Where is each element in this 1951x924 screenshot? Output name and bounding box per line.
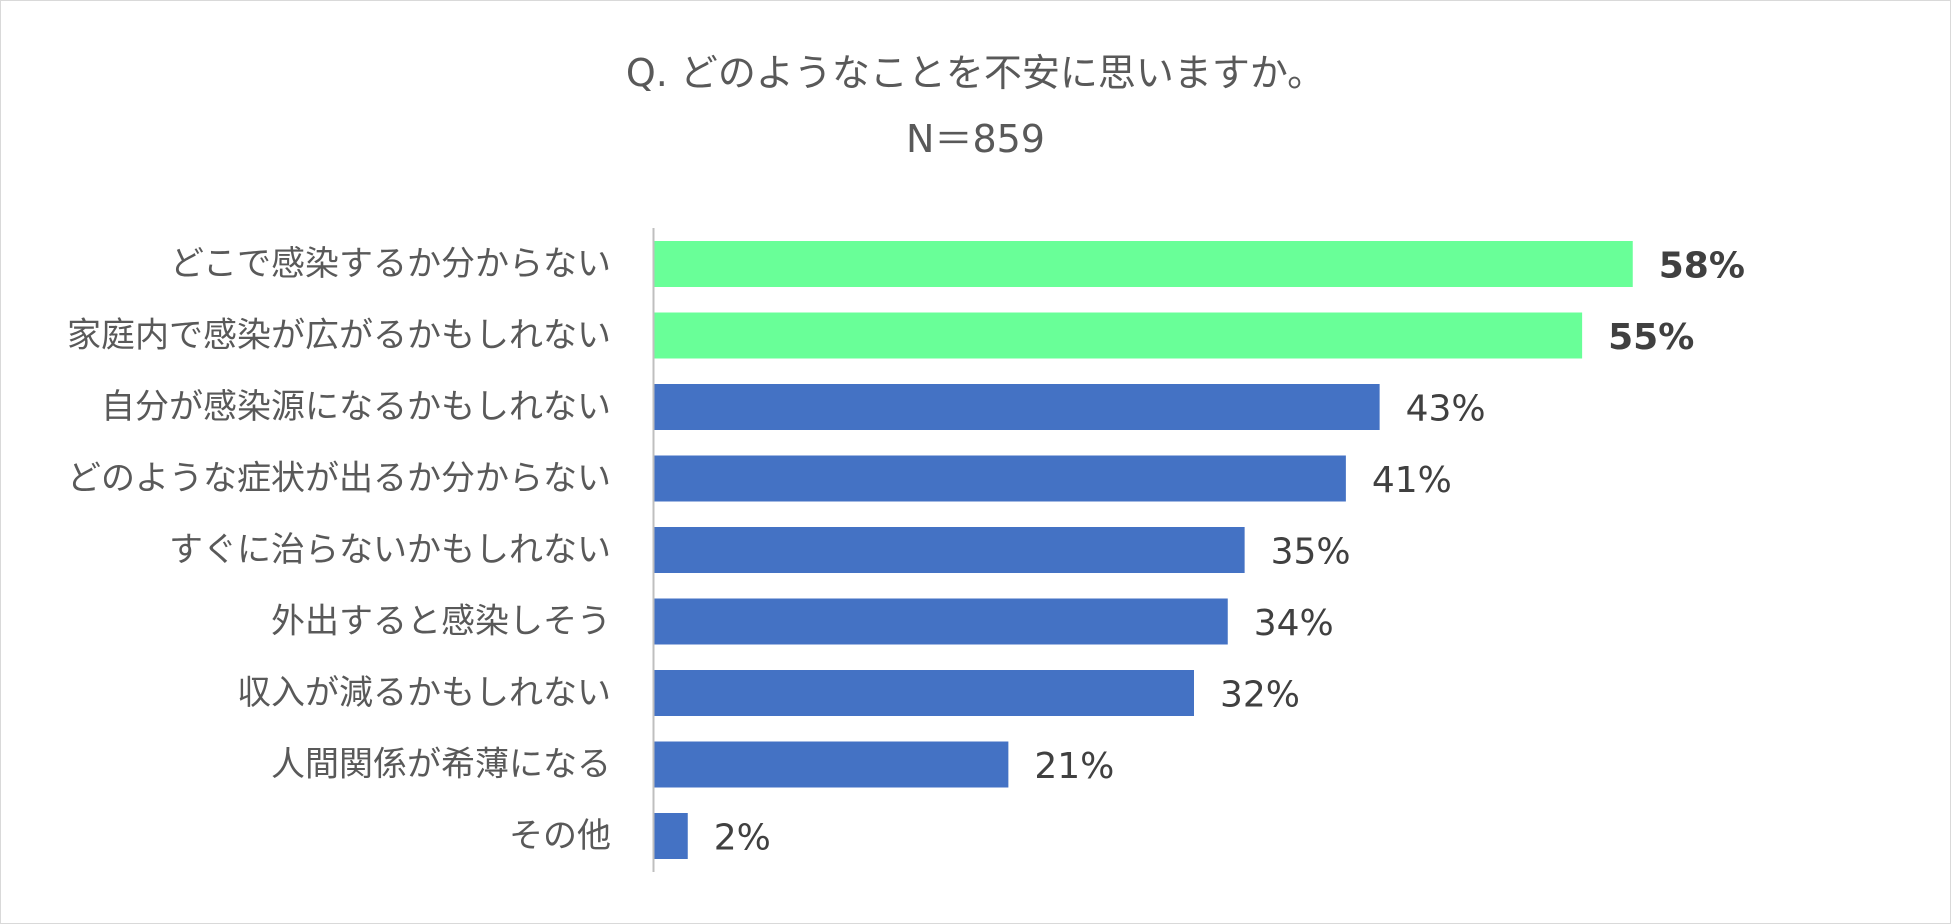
bar-2 <box>654 312 1583 359</box>
value-label-1: 58% <box>1659 246 1745 287</box>
bar-3 <box>654 384 1380 430</box>
bars-group <box>654 241 1633 859</box>
bar-5 <box>654 527 1245 573</box>
category-label-1: どこで感染するか分からない <box>170 244 611 284</box>
category-label-7: 収入が減るかもしれない <box>237 673 611 713</box>
category-label-6: 外出すると感染しそう <box>271 602 611 642</box>
bar-1 <box>654 241 1633 287</box>
bar-6 <box>654 598 1228 645</box>
bar-7 <box>654 670 1194 716</box>
value-labels-group: 58% 55% 43% 41% 35% 34% 32% 21% 2% <box>714 246 1745 859</box>
value-label-3: 43% <box>1406 389 1486 430</box>
category-labels-group: どこで感染するか分からない家庭内で感染が広がるかもしれない自分が感染源になるかも… <box>67 244 611 856</box>
value-label-5: 35% <box>1271 532 1351 573</box>
category-label-2: 家庭内で感染が広がるかもしれない <box>67 316 611 356</box>
category-label-9: その他 <box>509 816 611 856</box>
chart-title: Q. どのようなことを不安に思いますか。 <box>625 51 1326 95</box>
value-label-2: 55% <box>1608 317 1694 358</box>
bar-9 <box>654 813 688 859</box>
category-label-3: 自分が感染源になるかもしれない <box>101 387 611 427</box>
category-label-4: どのような症状が出るか分からない <box>67 459 611 499</box>
category-label-5: すぐに治らないかもしれない <box>169 530 611 570</box>
value-label-6: 34% <box>1254 603 1334 644</box>
value-label-8: 21% <box>1034 746 1114 787</box>
value-label-9: 2% <box>714 818 771 859</box>
bar-8 <box>654 741 1009 788</box>
category-label-8: 人間関係が希薄になる <box>271 745 611 785</box>
value-label-4: 41% <box>1372 460 1452 501</box>
value-label-7: 32% <box>1220 675 1300 716</box>
bar-4 <box>654 455 1346 502</box>
chart-sample-size: N＝859 <box>906 117 1045 161</box>
